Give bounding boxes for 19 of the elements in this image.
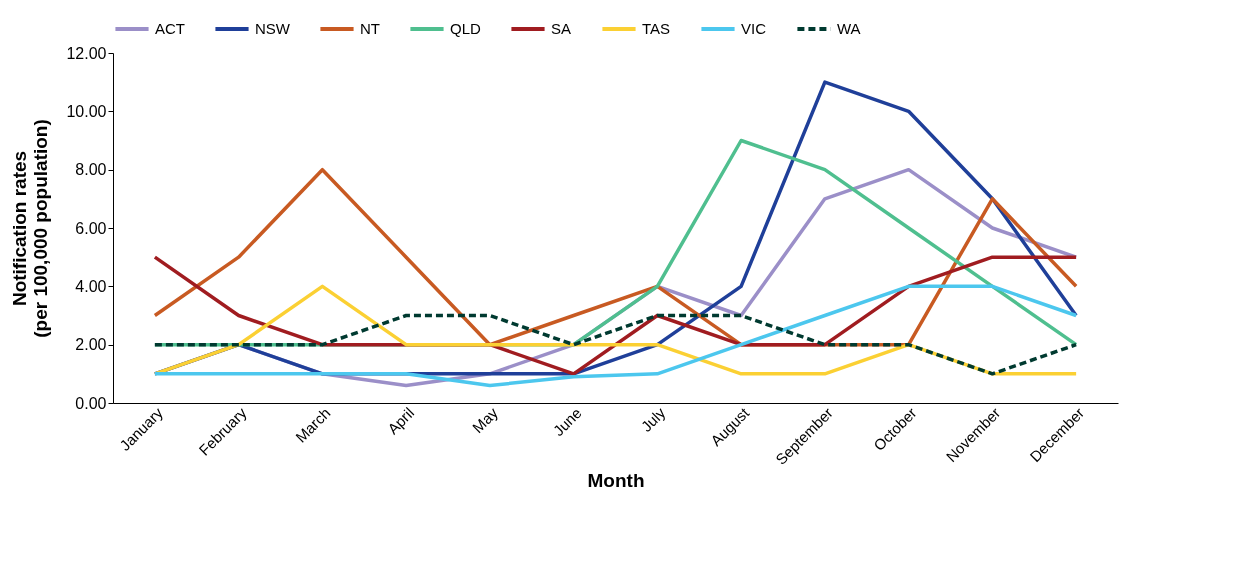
legend-label: NT bbox=[360, 20, 380, 37]
legend-label: WA bbox=[837, 20, 861, 37]
y-tick-label: 12.00 bbox=[66, 44, 107, 62]
y-tick-label: 8.00 bbox=[75, 161, 107, 179]
legend-label: QLD bbox=[450, 20, 482, 37]
legend-label: VIC bbox=[741, 20, 767, 37]
y-tick-label: 4.00 bbox=[75, 277, 107, 295]
y-tick-label: 2.00 bbox=[75, 336, 107, 354]
y-tick-label: 10.00 bbox=[66, 102, 107, 120]
y-axis-title: Notification rates (per 100,000 population) bbox=[9, 119, 52, 338]
legend-label: TAS bbox=[642, 20, 671, 37]
y-tick-label: 0.00 bbox=[75, 394, 107, 412]
legend-label: ACT bbox=[155, 20, 185, 37]
x-tick-label: July bbox=[637, 403, 669, 435]
y-tick-label: 6.00 bbox=[75, 219, 107, 237]
legend-label: NSW bbox=[255, 20, 291, 37]
x-axis-title: Month bbox=[587, 469, 645, 491]
legend-label: SA bbox=[551, 20, 572, 37]
x-tick-label: May bbox=[468, 403, 502, 437]
